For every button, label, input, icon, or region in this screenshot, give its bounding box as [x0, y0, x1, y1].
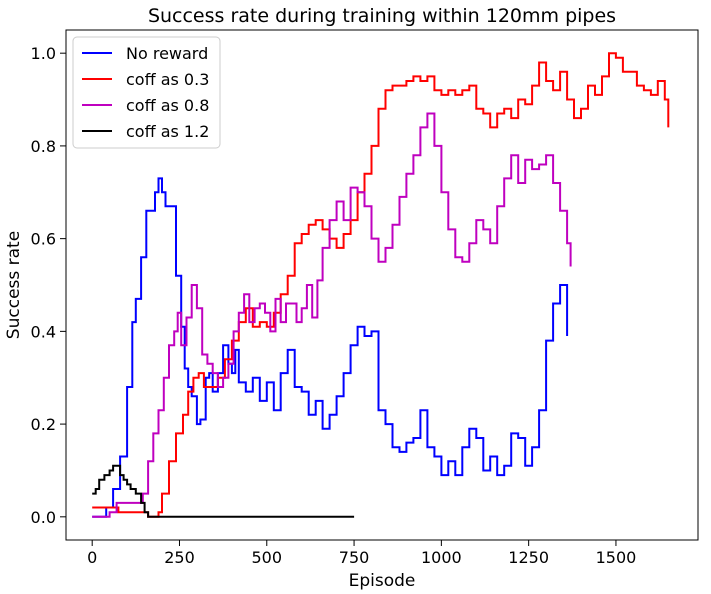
- series-line-4: [92, 464, 355, 518]
- series-line-2: [92, 52, 670, 518]
- x-tick-label: 250: [164, 548, 195, 567]
- y-tick-label: 0.6: [31, 230, 56, 249]
- y-axis: 0.0 0.2 0.4 0.6 0.8 1.0: [31, 44, 66, 527]
- x-axis: 0 250 500 750 1000 1250 1500: [87, 540, 636, 567]
- x-tick-label: 750: [339, 548, 370, 567]
- x-tick-label: 1250: [508, 548, 549, 567]
- x-tick-label: 500: [252, 548, 283, 567]
- legend-box: [72, 36, 221, 149]
- legend: No reward coff as 0.3 coff as 0.8 coff as 1…: [72, 36, 221, 149]
- x-tick-label: 1500: [596, 548, 637, 567]
- x-tick-label: 1000: [421, 548, 462, 567]
- legend-label-3: coff as 0.8: [126, 96, 209, 115]
- x-tick-label: 0: [87, 548, 97, 567]
- plot-frame: [65, 29, 699, 541]
- legend-label-1: No reward: [126, 44, 208, 63]
- legend-label-4: coff as 1.2: [126, 122, 209, 141]
- y-tick-label: 1.0: [31, 44, 56, 63]
- legend-label-2: coff as 0.3: [126, 70, 209, 89]
- series-line-1: [92, 177, 569, 518]
- y-tick-label: 0.0: [31, 508, 56, 527]
- plot-series: [92, 52, 670, 518]
- x-axis-label: Episode: [349, 571, 416, 591]
- y-tick-label: 0.4: [31, 322, 56, 341]
- series-line-3: [92, 112, 572, 518]
- chart-title: Success rate during training within 120m…: [148, 5, 616, 27]
- y-axis-label: Success rate: [4, 231, 24, 339]
- y-tick-label: 0.8: [31, 137, 56, 156]
- y-tick-label: 0.2: [31, 415, 56, 434]
